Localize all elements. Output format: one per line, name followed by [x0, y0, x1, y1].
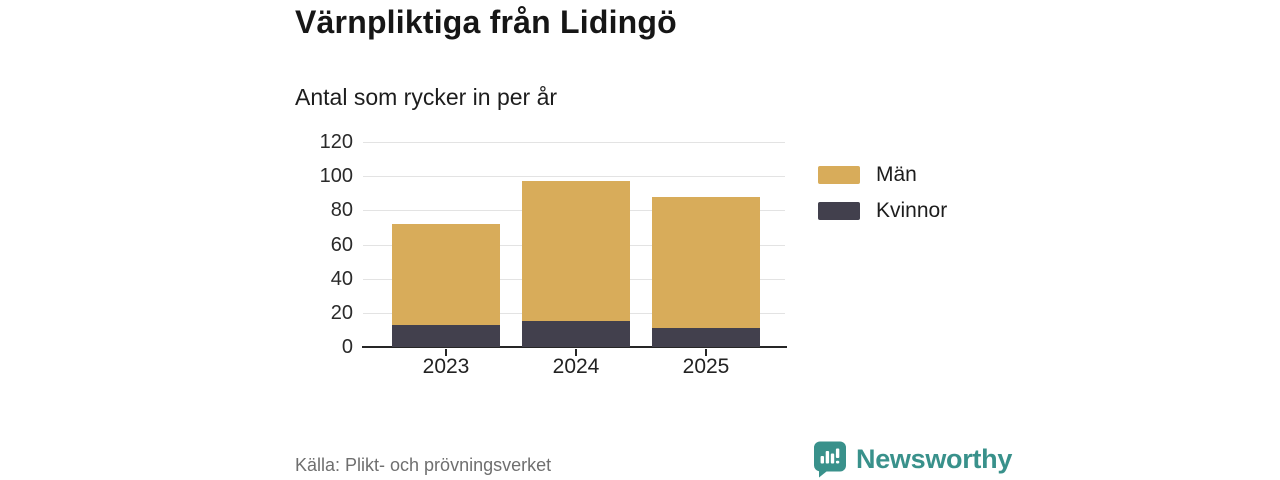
y-axis-tick-label-0: 0 — [341, 336, 353, 358]
legend-swatch-men — [818, 166, 860, 184]
newsworthy-logo[interactable]: Newsworthy — [813, 441, 1012, 478]
bar-2024 — [522, 181, 630, 347]
y-axis-tick-label-120: 120 — [319, 131, 353, 153]
legend: Män Kvinnor — [818, 163, 947, 223]
plot-area: 0 20 40 60 80 100 120 2023 2024 2025 — [320, 131, 787, 378]
x-axis-tick-2025 — [705, 349, 707, 356]
newsworthy-wordmark: Newsworthy — [856, 444, 1013, 474]
bar-segment-kvinnor-2025 — [652, 328, 760, 347]
legend-label-men: Män — [876, 163, 917, 186]
gridline-120 — [363, 142, 785, 143]
bar-2023 — [392, 224, 500, 347]
y-axis-tick-label-60: 60 — [330, 233, 353, 256]
bar-segment-man-2023 — [392, 224, 500, 325]
x-axis-tick-label-2024: 2024 — [552, 355, 600, 378]
y-axis-tick-label-80: 80 — [330, 199, 353, 222]
chart-title: Värnpliktiga från Lidingö — [295, 4, 677, 40]
y-axis-tick-label-40: 40 — [330, 267, 353, 290]
bar-2025 — [652, 196, 760, 347]
newsworthy-bubble-chart-icon — [814, 441, 846, 478]
x-axis-tick-label-2025: 2025 — [682, 355, 730, 378]
gridline-100 — [363, 176, 785, 178]
bar-segment-man-2024 — [522, 181, 630, 322]
source-note: Källa: Plikt- och prövningsverket — [295, 455, 552, 475]
x-axis-tick-2023 — [445, 349, 447, 356]
legend-item-women: Kvinnor — [818, 199, 947, 223]
y-axis-tick-label-100: 100 — [319, 165, 353, 188]
bar-segment-man-2025 — [652, 196, 760, 329]
legend-item-men: Män — [818, 163, 947, 187]
legend-swatch-women — [818, 202, 860, 220]
bar-segment-kvinnor-2023 — [392, 324, 500, 347]
x-axis-line — [362, 346, 787, 348]
x-axis-tick-2024 — [575, 349, 577, 356]
x-axis-tick-label-2023: 2023 — [422, 355, 470, 378]
bar-segment-kvinnor-2024 — [522, 321, 630, 347]
chart-subtitle: Antal som rycker in per år — [295, 84, 558, 110]
legend-label-women: Kvinnor — [876, 199, 948, 222]
y-axis-tick-label-20: 20 — [330, 301, 353, 324]
